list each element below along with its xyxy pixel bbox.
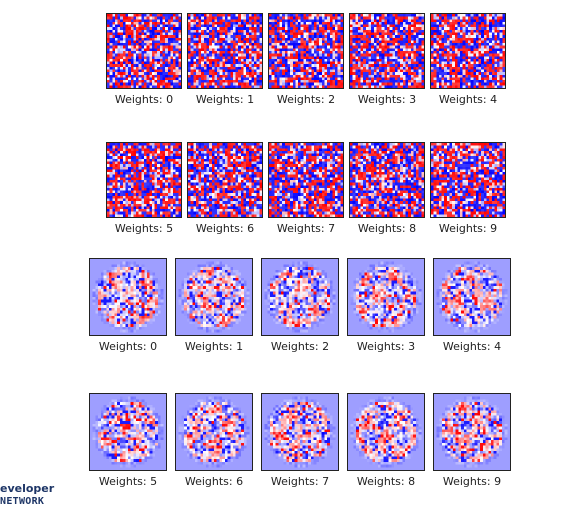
weight-heatmap [349,142,425,218]
weight-panel: Weights: 8 [349,142,425,236]
weight-panel: Weights: 6 [175,393,253,489]
weight-heatmap [106,142,182,218]
weight-panel: Weights: 7 [268,142,344,236]
weight-panel: Weights: 2 [268,13,344,107]
weight-panel: Weights: 6 [187,142,263,236]
weight-heatmap [430,13,506,89]
weight-panel: Weights: 1 [175,258,253,354]
weight-label: Weights: 5 [114,222,174,235]
weight-panel: Weights: 3 [347,258,425,354]
weight-panel: Weights: 5 [106,142,182,236]
weight-panel: Weights: 5 [89,393,167,489]
weight-label: Weights: 7 [270,475,330,488]
watermark-line-2: NETWORK [0,496,45,507]
weight-panel: Weights: 3 [349,13,425,107]
weight-heatmap [349,13,425,89]
weight-panel: Weights: 8 [347,393,425,489]
weight-panel: Weights: 9 [433,393,511,489]
weight-heatmap [261,258,339,336]
weight-heatmap [261,393,339,471]
weight-heatmap [430,142,506,218]
weight-heatmap [433,258,511,336]
weight-label: Weights: 2 [270,340,330,353]
weight-label: Weights: 4 [438,93,498,106]
weight-label: Weights: 3 [357,93,417,106]
weight-panel: Weights: 4 [433,258,511,354]
weight-heatmap [268,142,344,218]
weight-label: Weights: 3 [356,340,416,353]
weight-heatmap [347,258,425,336]
weight-heatmap [89,258,167,336]
weight-label: Weights: 2 [276,93,336,106]
weight-label: Weights: 7 [276,222,336,235]
weight-heatmap [433,393,511,471]
weight-heatmap [106,13,182,89]
weight-panel: Weights: 0 [106,13,182,107]
weight-label: Weights: 1 [195,93,255,106]
weight-panel: Weights: 9 [430,142,506,236]
weight-heatmap [175,393,253,471]
weight-heatmap [187,13,263,89]
weight-panel: Weights: 2 [261,258,339,354]
weight-panel: Weights: 4 [430,13,506,107]
weight-heatmap [187,142,263,218]
weight-label: Weights: 8 [356,475,416,488]
weight-heatmap [268,13,344,89]
weight-heatmap [175,258,253,336]
weight-label: Weights: 8 [357,222,417,235]
weight-label: Weights: 4 [442,340,502,353]
weight-panel: Weights: 7 [261,393,339,489]
watermark-line-1: eveloper [0,482,55,495]
weight-label: Weights: 5 [98,475,158,488]
weight-label: Weights: 0 [114,93,174,106]
weight-heatmap [89,393,167,471]
weight-heatmap [347,393,425,471]
weight-label: Weights: 9 [442,475,502,488]
weight-panel: Weights: 1 [187,13,263,107]
weight-panel: Weights: 0 [89,258,167,354]
weight-label: Weights: 9 [438,222,498,235]
weight-label: Weights: 1 [184,340,244,353]
weight-label: Weights: 0 [98,340,158,353]
weight-label: Weights: 6 [195,222,255,235]
weight-label: Weights: 6 [184,475,244,488]
